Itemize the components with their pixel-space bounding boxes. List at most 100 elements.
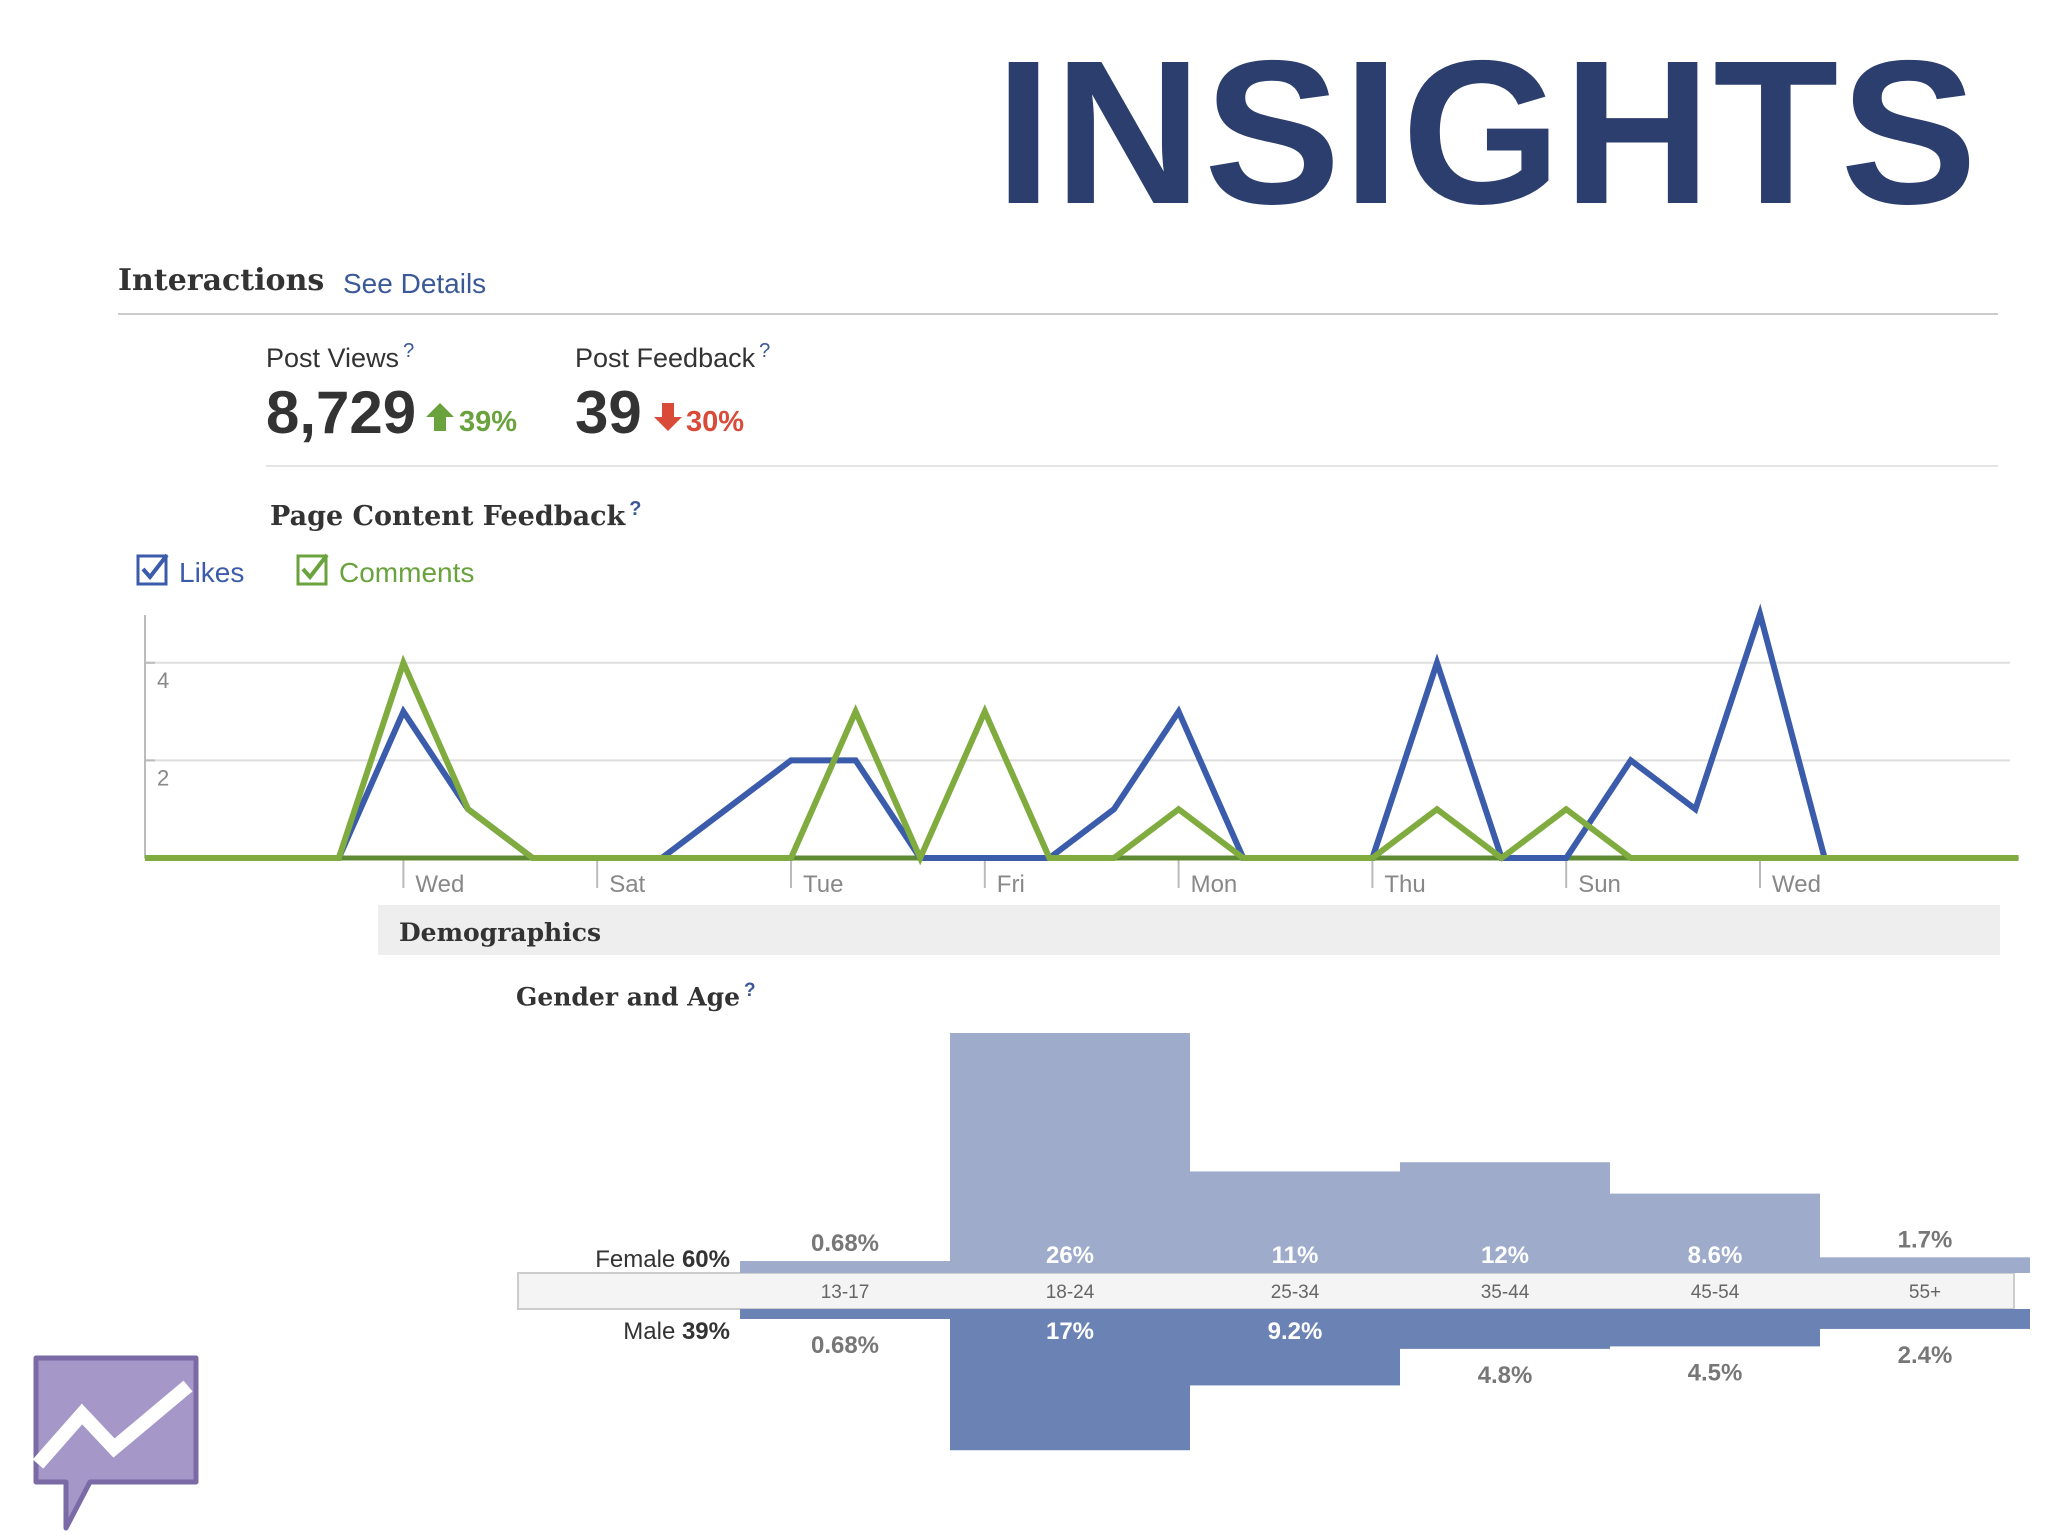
data-point — [725, 857, 727, 859]
age-category-label: 45-54 — [1691, 1282, 1740, 1303]
x-tick-label: Sun — [1578, 871, 1621, 898]
data-point — [790, 759, 792, 761]
x-tick-label: Wed — [1772, 871, 1821, 898]
gender-series-label: Male 39% — [623, 1318, 730, 1345]
gender-series-label: Female 60% — [595, 1246, 730, 1273]
data-point — [725, 808, 727, 810]
data-point — [984, 711, 986, 713]
gender-age-chart: 13-17 0.68% 0.68% 18-24 26% 17% 25-34 11% 9.2% 35… — [517, 1033, 2030, 1451]
data-point — [1113, 808, 1115, 810]
male-bar — [740, 1309, 950, 1319]
data-point — [1048, 857, 1050, 859]
male-value-label: 17% — [1046, 1318, 1094, 1345]
age-category-label: 13-17 — [821, 1282, 870, 1303]
male-bar — [1400, 1309, 1610, 1349]
data-point — [919, 857, 921, 859]
male-value-label: 4.8% — [1478, 1362, 1533, 1389]
data-point — [1436, 662, 1438, 664]
data-point — [209, 857, 211, 859]
male-bar — [1610, 1309, 1820, 1347]
male-value-label: 2.4% — [1898, 1342, 1953, 1369]
data-point — [402, 711, 404, 713]
data-point — [1759, 857, 1761, 859]
female-bar — [1820, 1257, 2030, 1273]
help-icon[interactable]: ? — [759, 340, 771, 362]
data-point — [1824, 857, 1826, 859]
help-icon[interactable]: ? — [629, 498, 642, 520]
interactions-heading: Interactions — [118, 263, 325, 298]
data-point — [661, 857, 663, 859]
data-point — [1371, 857, 1373, 859]
demographics-bar — [378, 905, 2000, 955]
comments-legend-label: Comments — [339, 557, 475, 588]
x-tick-label: Fri — [997, 871, 1025, 898]
data-point — [1759, 613, 1761, 615]
data-point — [2017, 857, 2019, 859]
y-tick-label: 2 — [157, 765, 169, 790]
data-point — [1694, 857, 1696, 859]
male-bar — [950, 1309, 1190, 1451]
data-point — [1953, 857, 1955, 859]
data-point — [1630, 759, 1632, 761]
data-point — [790, 857, 792, 859]
data-point — [1178, 808, 1180, 810]
male-value-label: 0.68% — [811, 1332, 879, 1359]
data-point — [144, 857, 146, 859]
data-point — [1307, 857, 1309, 859]
metrics-divider — [266, 465, 1998, 467]
male-bar — [1820, 1309, 2030, 1329]
post-feedback-label: Post Feedback? — [575, 340, 771, 373]
arrow-down-icon — [654, 403, 682, 431]
female-value-label: 1.7% — [1898, 1226, 1953, 1253]
series-line-comments — [145, 654, 2019, 866]
post-feedback-change: 30% — [686, 406, 745, 438]
x-tick-label: Thu — [1384, 871, 1425, 898]
x-tick-label: Tue — [803, 871, 843, 898]
arrow-up-icon — [426, 403, 454, 431]
data-point — [1565, 808, 1567, 810]
help-icon[interactable]: ? — [403, 340, 415, 362]
page-content-feedback-chart: 2 4 Wed Sat Tue Fri Mon Thu Sun Wed — [144, 603, 2019, 898]
analytics-chat-icon — [32, 1355, 199, 1531]
post-feedback-value: 39 — [575, 379, 642, 446]
likes-checkbox[interactable] — [136, 552, 170, 586]
x-tick-label: Mon — [1191, 871, 1238, 898]
data-point — [1113, 857, 1115, 859]
data-point — [1501, 857, 1503, 859]
post-views-change: 39% — [459, 406, 518, 438]
data-point — [1178, 711, 1180, 713]
data-point — [532, 857, 534, 859]
gender-age-heading: Gender and Age? — [516, 980, 756, 1012]
male-value-label: 9.2% — [1268, 1318, 1323, 1345]
page-content-feedback-heading: Page Content Feedback? — [270, 498, 642, 532]
age-axis-strip — [517, 1272, 2015, 1310]
series-line-likes — [145, 603, 2019, 861]
x-tick-label: Wed — [415, 871, 464, 898]
data-point — [596, 857, 598, 859]
post-views-label: Post Views? — [266, 340, 415, 373]
female-bar — [1190, 1171, 1400, 1273]
female-value-label: 11% — [1272, 1242, 1319, 1269]
age-category-label: 35-44 — [1481, 1282, 1530, 1303]
comments-checkbox[interactable] — [296, 552, 330, 586]
post-views-value: 8,729 — [266, 379, 417, 446]
female-value-label: 8.6% — [1688, 1242, 1743, 1269]
age-category-label: 18-24 — [1046, 1282, 1095, 1303]
data-point — [467, 808, 469, 810]
male-bar — [1190, 1309, 1400, 1386]
data-point — [1888, 857, 1890, 859]
female-value-label: 12% — [1481, 1242, 1529, 1269]
female-bar — [1610, 1193, 1820, 1273]
see-details-link[interactable]: See Details — [343, 268, 487, 299]
age-category-label: 55+ — [1909, 1282, 1941, 1303]
female-bar — [950, 1033, 1190, 1273]
data-point — [1694, 808, 1696, 810]
likes-legend-label: Likes — [179, 557, 245, 588]
data-point — [855, 759, 857, 761]
female-bar — [740, 1261, 950, 1273]
data-point — [855, 711, 857, 713]
demographics-heading: Demographics — [399, 918, 602, 947]
help-icon[interactable]: ? — [744, 980, 756, 1001]
page-title: INSIGHTS — [995, 18, 1980, 247]
data-point — [273, 857, 275, 859]
